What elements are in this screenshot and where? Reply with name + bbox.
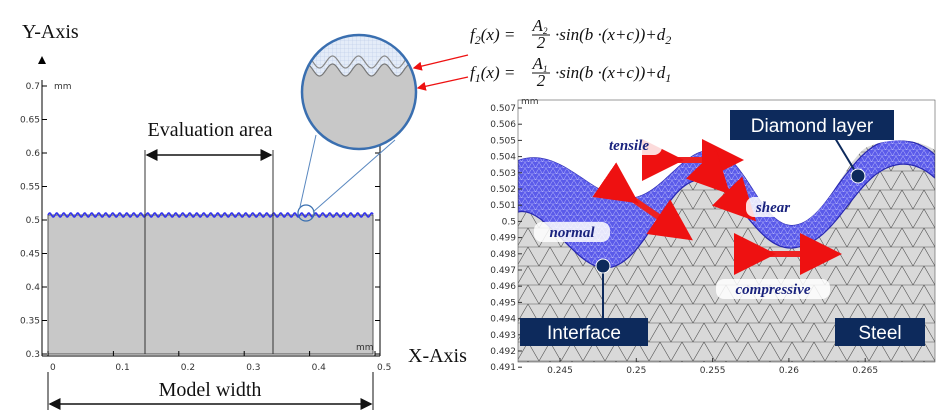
y-tick-label: 0.5 — [502, 217, 516, 227]
formula-den: 2 — [537, 71, 546, 90]
evaluation-label: Evaluation area — [148, 119, 273, 141]
formula-lhs: f1(x) = — [470, 63, 515, 85]
stress-label: normal — [549, 225, 595, 241]
y-tick-label: 0.3 — [26, 350, 40, 360]
formula-part: (x) = — [481, 25, 516, 44]
formula-den: 2 — [537, 33, 546, 52]
callout-dot — [851, 169, 865, 183]
x-tick-label: 0.1 — [115, 363, 129, 373]
unit-label: mm — [521, 97, 539, 107]
unit-label: mm — [54, 82, 72, 92]
callout-text: Diamond layer — [751, 116, 874, 137]
callout-text: Steel — [858, 323, 901, 344]
y-tick-label: 0.497 — [490, 266, 516, 276]
y-tick-label: 0.4 — [26, 283, 41, 293]
callout-dot — [596, 259, 610, 273]
x-axis-title: X-Axis — [408, 345, 467, 367]
x-tick-label: 0.245 — [547, 366, 573, 376]
x-tick-label: 0.25 — [626, 366, 646, 376]
x-tick-label: 0.5 — [377, 363, 391, 373]
y-tick-label: 0.45 — [20, 250, 40, 260]
y-tick-label: 0.502 — [490, 185, 516, 195]
formula-part: ·sin(b ·(x+c))+d — [555, 25, 666, 44]
x-tick-label: 0.3 — [246, 363, 260, 373]
y-tick-label: 0.494 — [490, 315, 516, 325]
formula-part: (x) = — [481, 63, 516, 82]
formula-arrow — [414, 55, 468, 68]
y-tick-label: 0.5 — [26, 216, 40, 226]
formula-part: 2 — [665, 33, 671, 47]
figure: Y-Axis X-Axis Evaluation area Model widt… — [0, 0, 939, 414]
y-tick-label: 0.495 — [490, 298, 516, 308]
x-tick-label: 0.26 — [779, 366, 799, 376]
x-tick-label: 0.2 — [181, 363, 195, 373]
y-tick-label: 0.35 — [20, 317, 40, 327]
model-body — [48, 215, 373, 354]
x-tick-label: 0.265 — [852, 366, 878, 376]
y-tick-label: 0.505 — [490, 136, 516, 146]
y-tick-label: 0.506 — [490, 120, 516, 130]
axis-arrow — [38, 56, 46, 64]
y-tick-label: 0.491 — [490, 363, 516, 373]
unit-label: mm — [356, 343, 374, 353]
y-tick-label: 0.496 — [490, 282, 516, 292]
zoom-line — [313, 140, 395, 212]
formula-lhs: f2(x) = — [470, 25, 515, 47]
x-tick-label: 0.255 — [700, 366, 726, 376]
formula-rhs: ·sin(b ·(x+c))+d1 — [555, 63, 671, 85]
formula-arrow — [418, 77, 468, 88]
x-tick-label: 0.4 — [312, 363, 327, 373]
stress-label: shear — [755, 200, 790, 216]
y-tick-label: 0.504 — [490, 153, 516, 163]
y-tick-label: 0.65 — [20, 116, 40, 126]
callout-text: Interface — [547, 323, 621, 344]
y-tick-label: 0.501 — [490, 201, 516, 211]
formula-part: ·sin(b ·(x+c))+d — [555, 63, 666, 82]
y-tick-label: 0.493 — [490, 331, 516, 341]
width-label: Model width — [159, 379, 262, 401]
y-tick-label: 0.503 — [490, 169, 516, 179]
y-tick-label: 0.507 — [490, 104, 516, 114]
formula-rhs: ·sin(b ·(x+c))+d2 — [555, 25, 671, 47]
stress-label: compressive — [736, 282, 811, 298]
x-tick-label: 0 — [50, 363, 56, 373]
stress-label: tensile — [609, 138, 649, 154]
y-tick-label: 0.55 — [20, 183, 40, 193]
y-tick-label: 0.492 — [490, 347, 516, 357]
y-tick-label: 0.499 — [490, 234, 516, 244]
zoom-line — [300, 135, 316, 207]
lens-content — [300, 30, 420, 160]
y-tick-label: 0.7 — [26, 82, 40, 92]
formula-part: 1 — [665, 71, 671, 85]
y-tick-label: 0.6 — [26, 149, 41, 159]
y-axis-title: Y-Axis — [22, 21, 79, 43]
y-tick-label: 0.498 — [490, 250, 516, 260]
